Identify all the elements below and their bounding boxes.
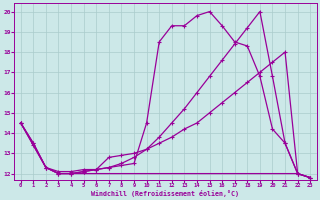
X-axis label: Windchill (Refroidissement éolien,°C): Windchill (Refroidissement éolien,°C) [92,190,239,197]
